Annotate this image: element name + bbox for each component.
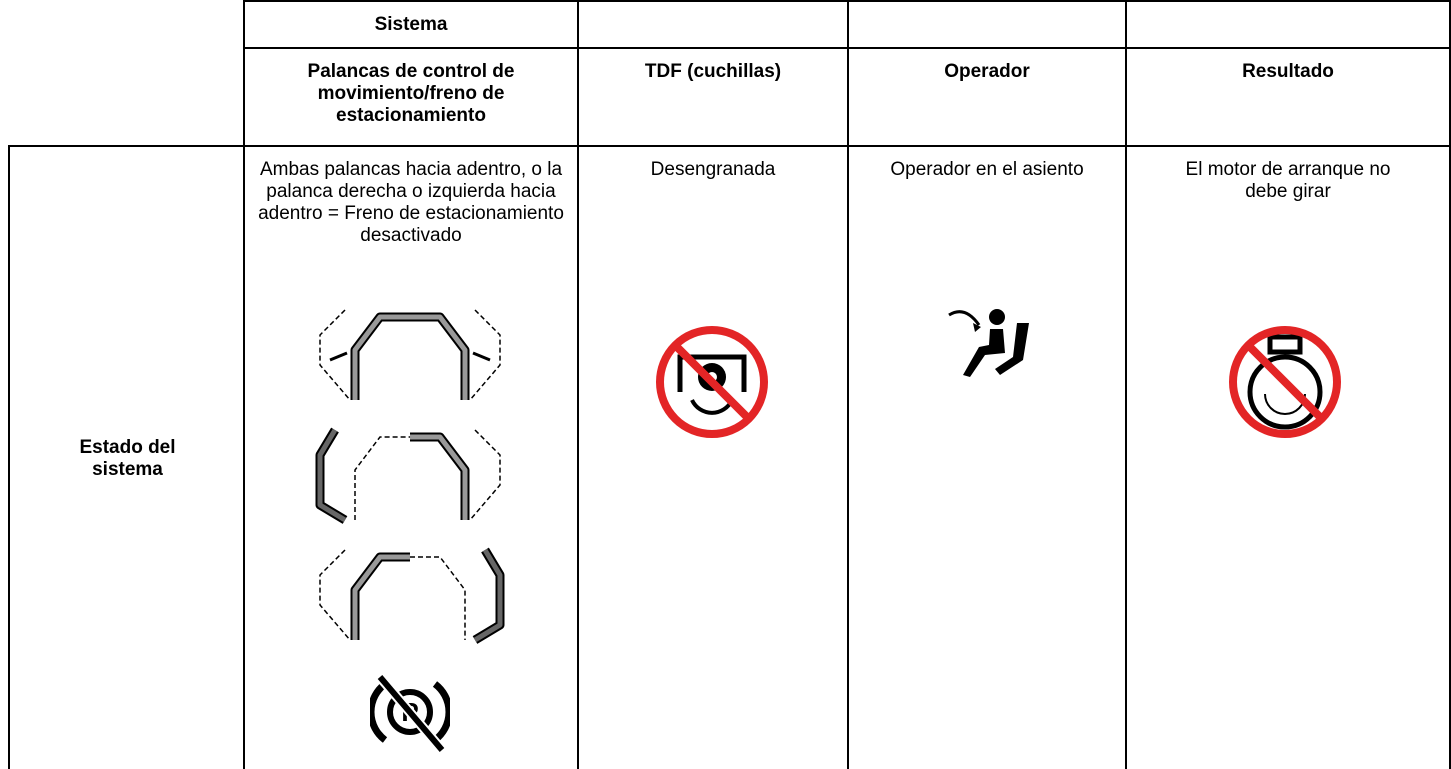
rule	[8, 145, 10, 769]
parking-brake-off-icon: P	[370, 673, 450, 752]
lever-icon	[315, 427, 501, 524]
cell: Ambas palancas hacia adentro, o la palan…	[258, 159, 564, 246]
cell: El motor de arranque no debe girar	[1185, 159, 1391, 202]
lever-icon	[319, 547, 505, 644]
column-header: Resultado	[1242, 61, 1334, 82]
starter-off-icon	[1229, 326, 1341, 438]
rule	[577, 0, 579, 769]
column-header: Palancas de control de movimiento/freno …	[307, 61, 515, 126]
column-header: TDF (cuchillas)	[644, 61, 782, 82]
column-header: Operador	[944, 61, 1030, 82]
rule	[847, 0, 849, 769]
cell: Operador en el asiento	[890, 159, 1084, 180]
cell: Desengranada	[650, 159, 776, 180]
lever-icon	[319, 309, 501, 401]
rule	[8, 145, 1451, 147]
rule	[243, 0, 245, 769]
pto-off-icon	[656, 326, 768, 438]
operator-seated-icon	[948, 309, 1029, 377]
row-label: Estado del sistema	[79, 437, 176, 480]
rule	[1449, 0, 1451, 769]
rule	[1125, 0, 1127, 769]
system-header: Sistema	[374, 14, 448, 35]
